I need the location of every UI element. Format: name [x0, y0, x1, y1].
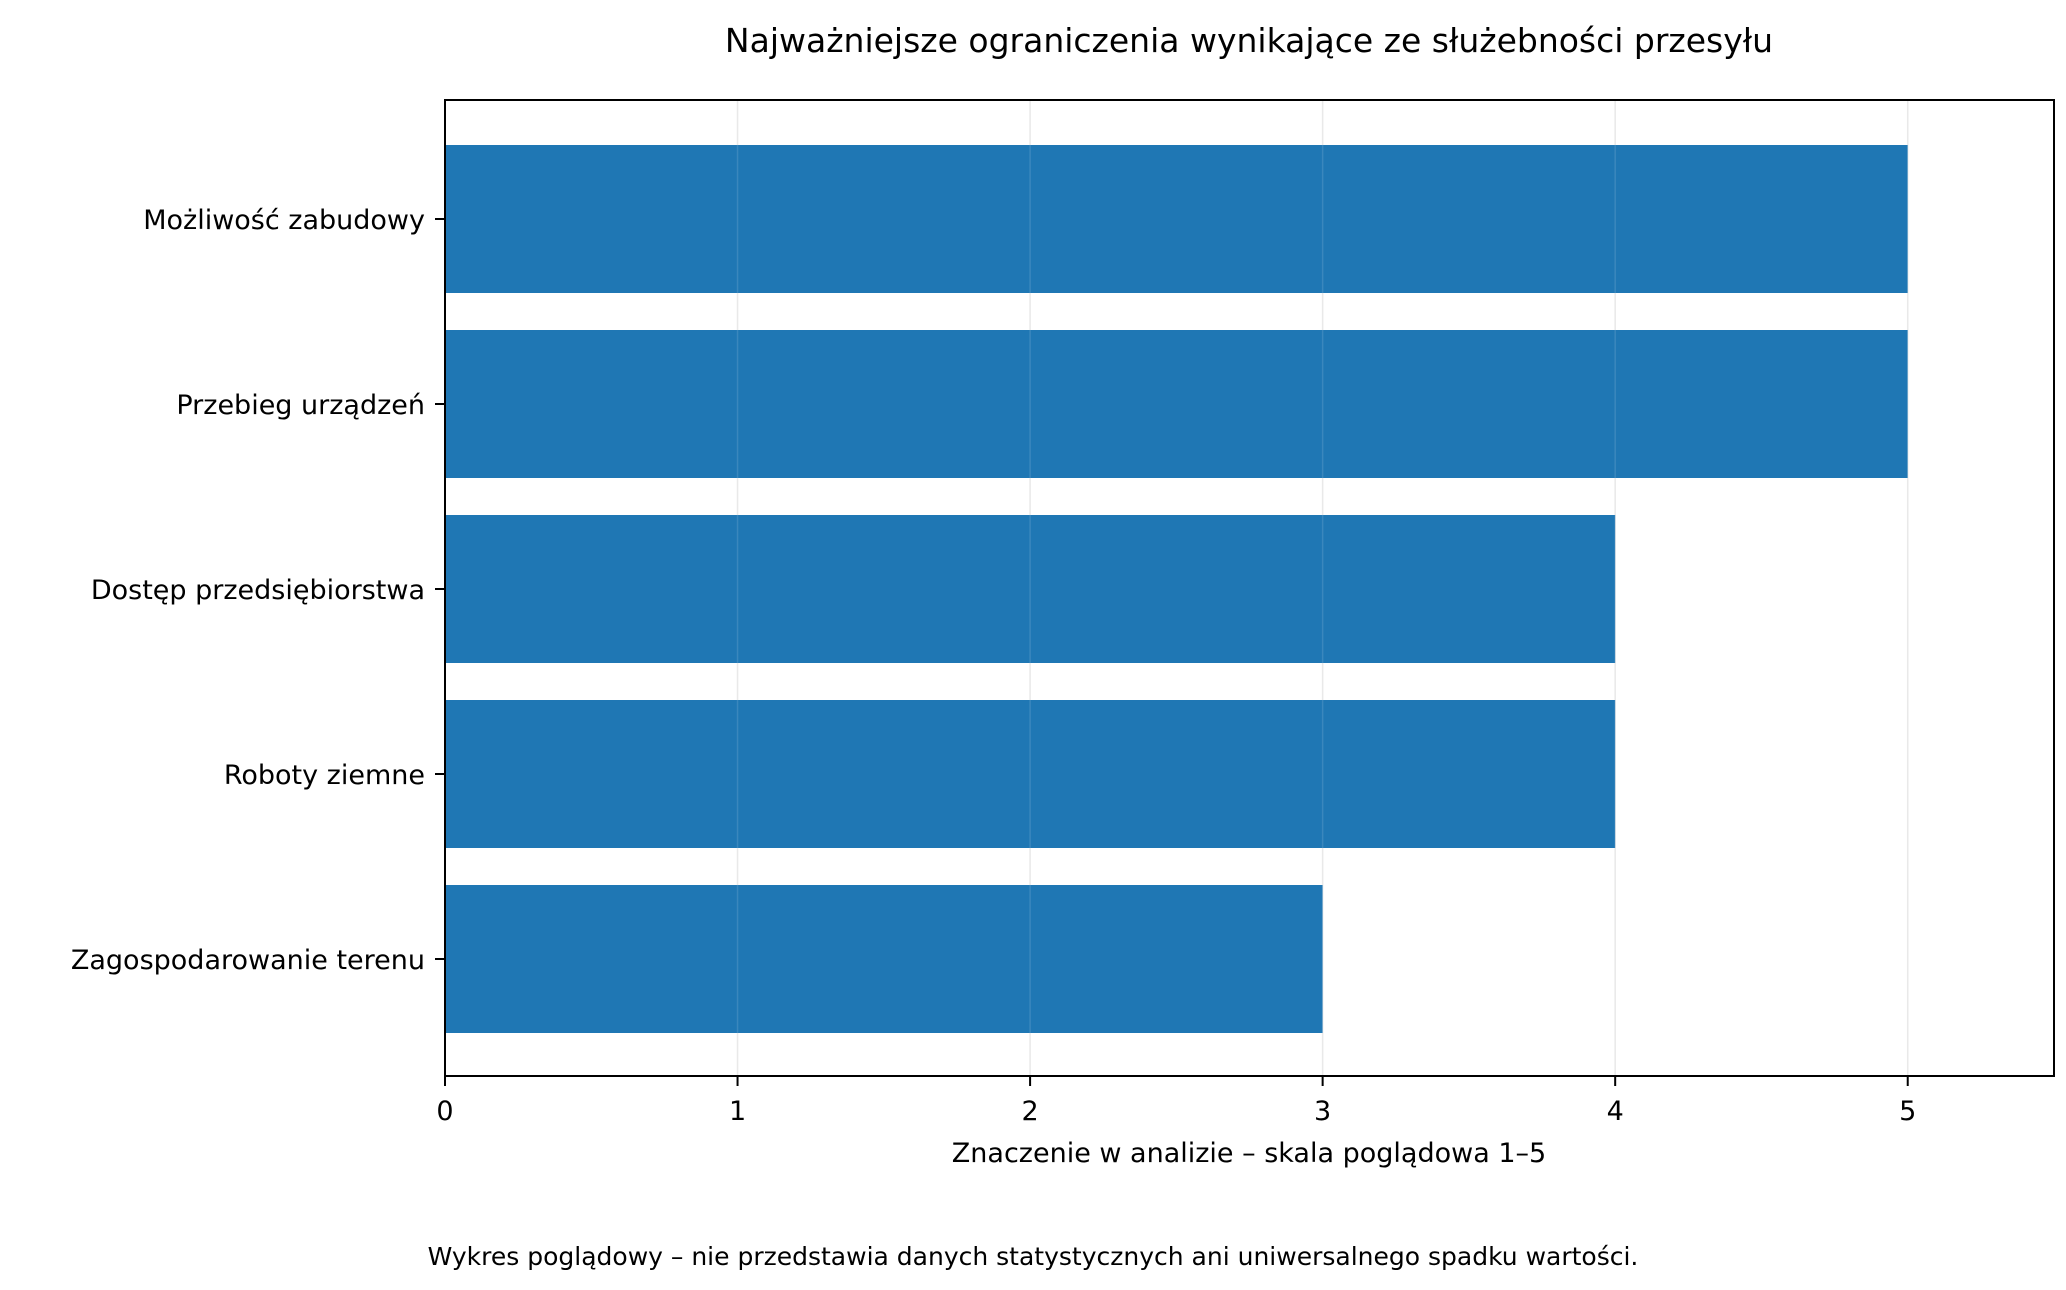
bar	[445, 700, 1616, 848]
bar	[445, 515, 1616, 663]
x-axis-label: Znaczenie w analizie – skala poglądowa 1…	[952, 1138, 1546, 1169]
x-axis-ticks: 0 1 2 3 4 5	[436, 1076, 1916, 1127]
x-tick-label: 4	[1607, 1096, 1624, 1127]
x-tick-label: 1	[729, 1096, 746, 1127]
x-tick-label: 2	[1021, 1096, 1038, 1127]
y-tick-label: Zagospodarowanie terenu	[71, 945, 425, 976]
x-tick-label: 5	[1899, 1096, 1916, 1127]
x-tick-label: 3	[1314, 1096, 1331, 1127]
bar	[445, 330, 1908, 478]
bar	[445, 145, 1908, 293]
chart-footnote: Wykres poglądowy – nie przedstawia danyc…	[428, 1242, 1639, 1271]
y-tick-label: Roboty ziemne	[224, 760, 425, 791]
y-tick-label: Możliwość zabudowy	[143, 205, 425, 236]
chart-title: Najważniejsze ograniczenia wynikające ze…	[725, 21, 1773, 60]
x-tick-label: 0	[436, 1096, 453, 1127]
bar	[445, 885, 1323, 1033]
bars	[444, 100, 1909, 1076]
y-tick-label: Przebieg urządzeń	[176, 390, 425, 421]
y-axis-ticks: Możliwość zabudowy Przebieg urządzeń Dostę…	[71, 205, 445, 976]
y-tick-label: Dostęp przedsiębiorstwa	[91, 575, 425, 606]
